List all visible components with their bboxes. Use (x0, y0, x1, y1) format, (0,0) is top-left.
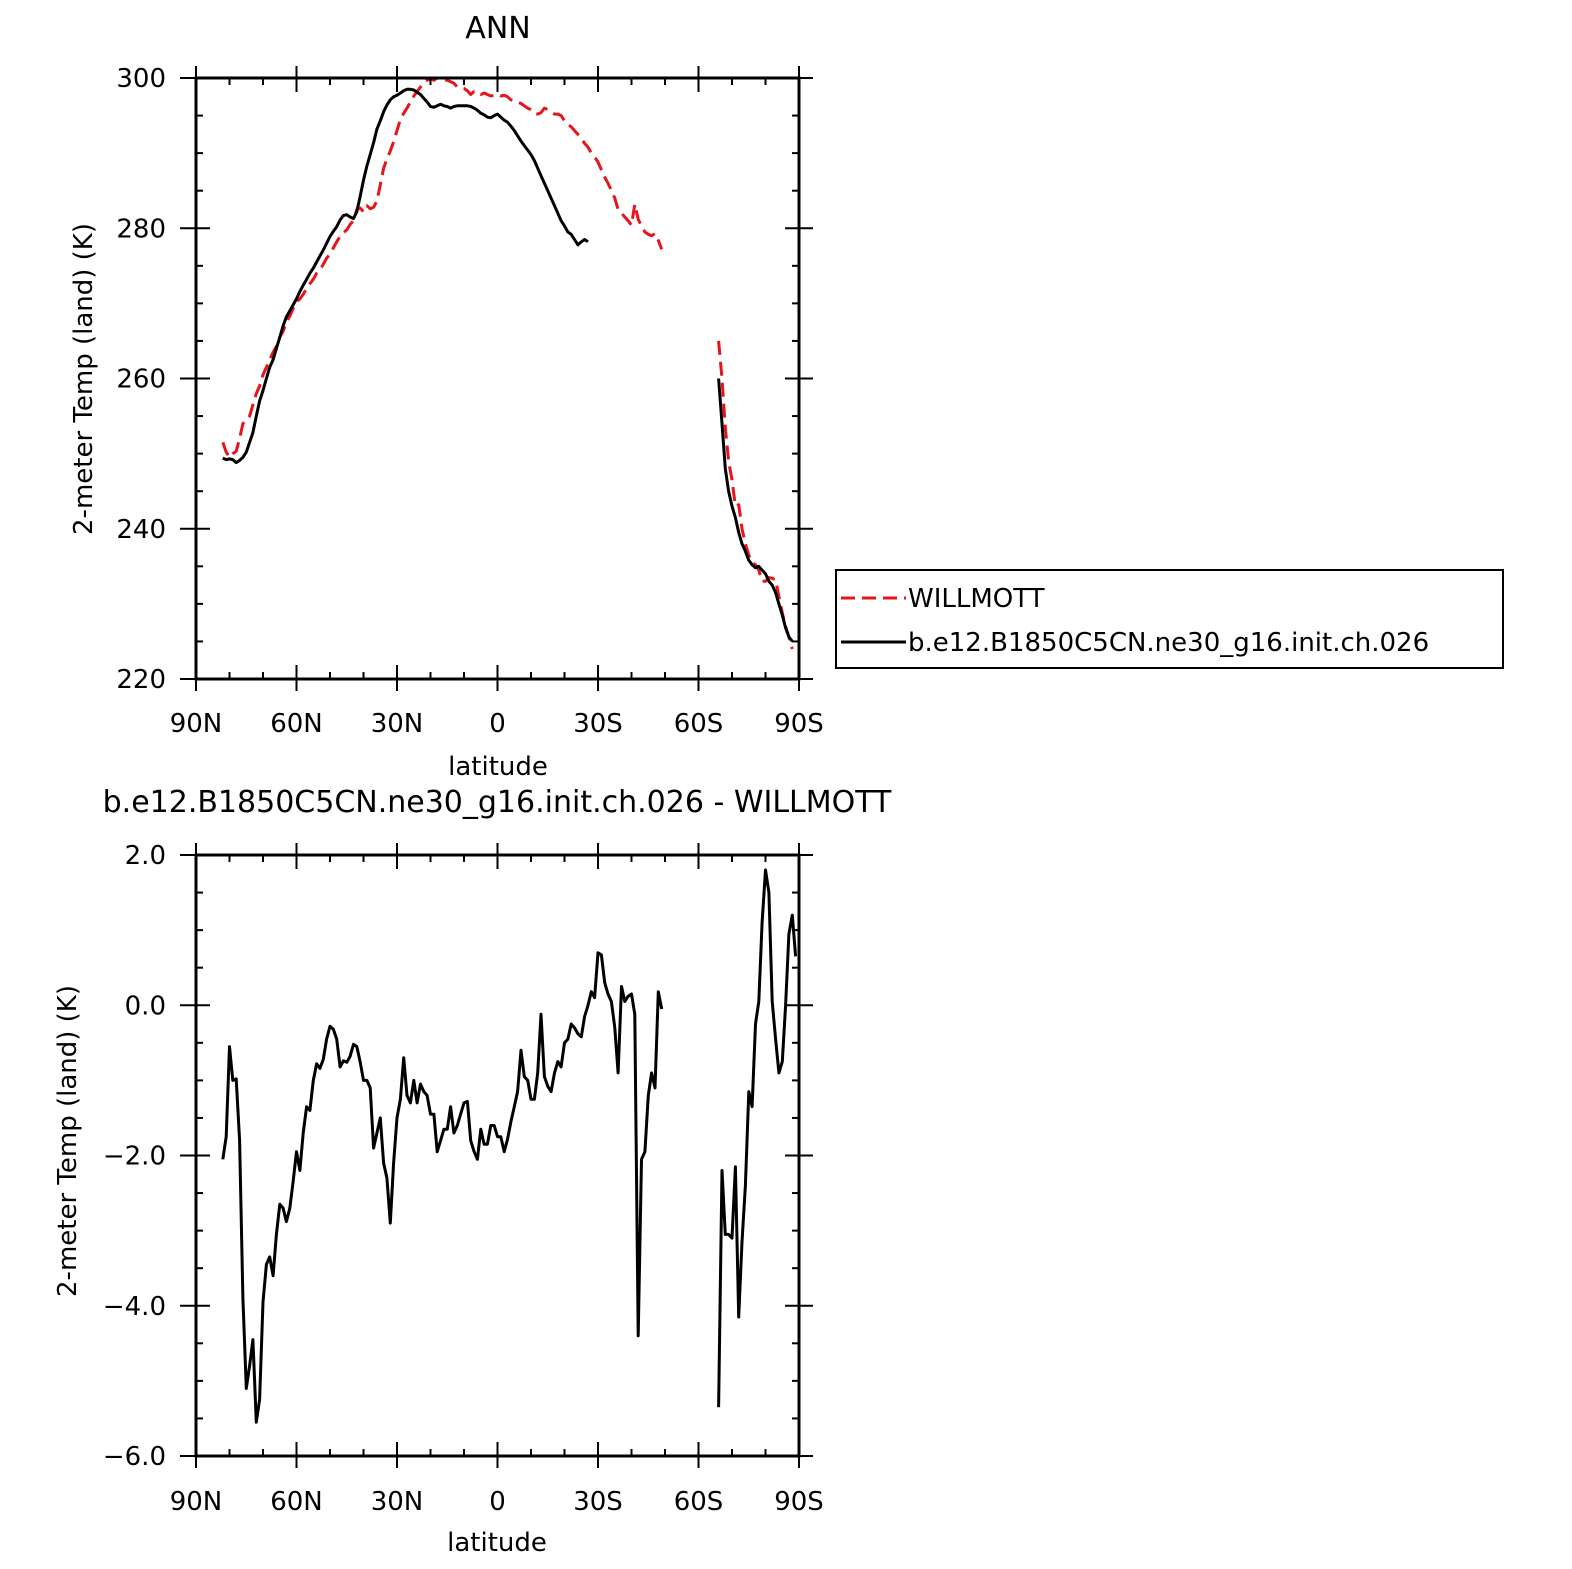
x-tick-label: 30S (573, 1487, 623, 1517)
x-tick-label: 30S (573, 709, 623, 739)
y-tick-label: 220 (116, 665, 166, 695)
x-tick-label: 60S (674, 1487, 724, 1517)
y-tick-labels: 220 240 260 280 300 (116, 64, 166, 695)
y-axis-label: 2-meter Temp (land) (K) (53, 985, 83, 1297)
y-tick-label: 2.0 (125, 841, 166, 871)
x-tick-labels: 90N 60N 30N 0 30S 60S 90S (170, 1487, 824, 1517)
x-tick-label: 30N (371, 1487, 424, 1517)
plot-frame (194, 853, 801, 1458)
series-line-0-segment-1 (717, 868, 798, 1408)
x-tick-label: 0 (489, 709, 506, 739)
x-axis-label: latitude (448, 752, 548, 782)
x-tick-label: 90S (774, 1487, 824, 1517)
legend-box (835, 569, 1504, 669)
y-tick-label: 0.0 (125, 991, 166, 1021)
plot-area (221, 76, 794, 650)
x-tick-labels: 90N 60N 30N 0 30S 60S 90S (170, 709, 824, 739)
y-axis-label: 2-meter Temp (land) (K) (69, 223, 99, 535)
series-line-0-segment-0 (221, 951, 664, 1424)
x-axis-label: latitude (447, 1528, 547, 1558)
y-tick-label: 280 (116, 214, 166, 244)
series-line-1-segment-0 (222, 87, 589, 465)
chart-panel-bottom: b.e12.B1850C5CN.ne30_g16.init.ch.026 - W… (53, 785, 892, 1558)
y-tick-label: −2.0 (103, 1142, 166, 1172)
y-tick-label: 300 (116, 64, 166, 94)
x-tick-label: 60S (674, 709, 724, 739)
chart-title: b.e12.B1850C5CN.ne30_g16.init.ch.026 - W… (103, 785, 892, 820)
x-tick-label: 60N (270, 1487, 323, 1517)
x-tick-label: 0 (489, 1487, 506, 1517)
y-tick-label: 260 (116, 365, 166, 395)
y-tick-label: −6.0 (103, 1442, 166, 1472)
y-tick-label: 240 (116, 515, 166, 545)
legend-label-model: b.e12.B1850C5CN.ne30_g16.init.ch.026 (908, 628, 1429, 658)
legend: WILLMOTT b.e12.B1850C5CN.ne30_g16.init.c… (835, 569, 1504, 669)
x-tick-label: 30N (371, 709, 424, 739)
chart-title: ANN (465, 11, 530, 46)
y-tick-label: −4.0 (103, 1292, 166, 1322)
axis-ticks (180, 843, 813, 1468)
x-tick-label: 90S (774, 709, 824, 739)
legend-label-willmott: WILLMOTT (908, 584, 1045, 614)
series-line-0-segment-0 (221, 76, 664, 459)
plot-area (221, 868, 798, 1424)
x-tick-label: 90N (170, 709, 223, 739)
plot-frame (194, 76, 801, 681)
y-tick-labels: −6.0 −4.0 −2.0 0.0 2.0 (103, 841, 166, 1472)
x-tick-label: 90N (170, 1487, 223, 1517)
axis-ticks (180, 66, 813, 691)
series-line-1-segment-1 (717, 378, 794, 643)
series-line-0-segment-1 (717, 340, 794, 650)
x-tick-label: 60N (270, 709, 323, 739)
